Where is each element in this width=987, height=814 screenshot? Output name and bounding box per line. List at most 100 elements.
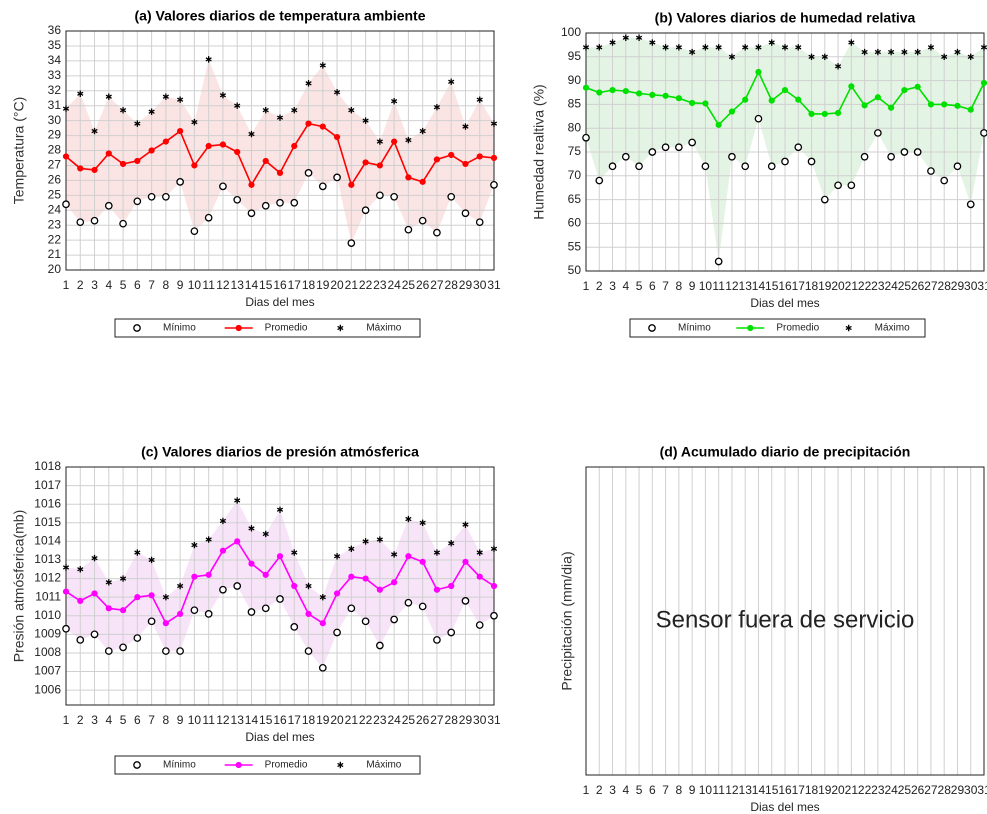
max-marker [234,102,241,109]
min-marker [648,148,657,156]
max-marker [476,96,483,103]
avg-marker [448,582,455,590]
min-marker [247,209,256,218]
y-tick-label: 95 [568,49,582,63]
min-marker [104,647,113,655]
x-tick-label: 2 [77,713,84,727]
avg-marker [848,83,855,90]
avg-marker [362,159,369,166]
x-tick-label: 22 [858,783,872,797]
min-marker [333,628,341,637]
y-tick-label: 1012 [34,571,61,585]
avg-marker [235,761,242,769]
avg-marker [781,87,789,94]
max-marker [419,519,426,526]
max-marker [967,53,974,60]
legend-label: Máximo [366,760,401,771]
min-marker [261,201,270,210]
avg-marker [728,108,736,115]
x-tick-label: 16 [273,713,287,727]
x-tick-label: 25 [402,713,416,727]
min-marker [361,617,370,626]
legend-label: Mínimo [678,323,711,334]
x-tick-label: 27 [924,279,938,293]
y-tick-label: 85 [568,97,582,111]
min-marker [595,176,604,185]
panel: 1 2 3 4 5 6 7 8 9 10 11 12 13 14 15 16 17 18 19 20 21 22 23 24 2… [11,444,501,775]
min-marker [900,148,909,156]
min-marker [76,218,85,227]
min-marker [62,624,70,633]
min-marker [701,162,710,171]
x-tick-label: 14 [752,279,766,293]
legend-box [114,318,421,338]
min-marker [980,129,987,137]
min-marker [582,133,590,142]
avg-marker [391,579,398,586]
x-tick-label: 5 [636,279,643,293]
y-tick-label: 1010 [34,608,61,622]
x-tick-label: 25 [402,278,416,292]
max-marker [134,120,141,127]
x-tick-label: 15 [259,278,273,292]
y-tick-label: 34 [48,53,62,67]
min-marker [62,200,70,209]
x-tick-label: 12 [725,279,739,293]
min-marker [807,157,816,166]
x-tick-label: 10 [188,713,202,727]
max-marker [134,549,141,556]
y-tick-label: 1013 [34,552,61,566]
x-tick-label: 5 [120,713,127,727]
min-marker [119,219,127,228]
min-marker [90,630,99,639]
x-tick-label: 17 [792,783,806,797]
avg-marker [148,147,155,154]
y-axis-label: Temperatura (°C) [11,97,27,205]
y-tick-label: 55 [568,239,582,253]
avg-marker [742,96,749,103]
x-tick-label: 17 [792,279,806,293]
y-tick-label: 1015 [34,515,61,529]
y-tick-label: 60 [568,216,582,230]
y-tick-label: 1016 [34,496,61,510]
max-marker [689,48,696,56]
min-marker [475,621,484,629]
panel: 1 2 3 4 5 6 7 8 9 10 11 12 13 14 15 16 17 18 19 20 21 22 23 24 2… [559,444,987,814]
x-tick-label: 7 [662,279,669,293]
max-marker [433,103,441,111]
x-tick-label: 18 [302,713,316,727]
y-tick-label: 23 [48,217,62,231]
x-tick-label: 21 [845,783,859,797]
avg-marker [715,121,722,128]
min-marker [834,181,842,190]
avg-marker [433,156,441,163]
min-marker [376,191,384,200]
x-tick-label: 6 [649,279,656,293]
max-marker [448,78,455,85]
avg-marker [134,157,141,165]
y-tick-label: 27 [48,158,62,172]
avg-marker [177,127,184,135]
avg-marker [582,84,590,91]
avg-marker [795,96,802,103]
x-tick-label: 15 [765,279,779,293]
legend-marker [133,761,141,769]
x-tick-label: 27 [924,783,938,797]
max-marker [291,106,298,114]
avg-marker [77,597,84,604]
min-marker [347,604,356,613]
max-marker [980,44,987,51]
avg-marker [433,586,441,593]
x-tick-label: 27 [430,278,444,292]
x-tick-label: 28 [445,278,459,292]
x-tick-label: 1 [583,783,590,797]
max-marker [248,525,255,532]
avg-marker [177,610,184,617]
max-marker [622,34,629,41]
avg-marker [490,154,498,162]
y-tick-label: 80 [568,120,582,134]
min-marker [90,216,99,225]
legend-label: Promedio [265,760,308,771]
avg-marker [205,142,212,150]
x-tick-label: 18 [805,783,819,797]
